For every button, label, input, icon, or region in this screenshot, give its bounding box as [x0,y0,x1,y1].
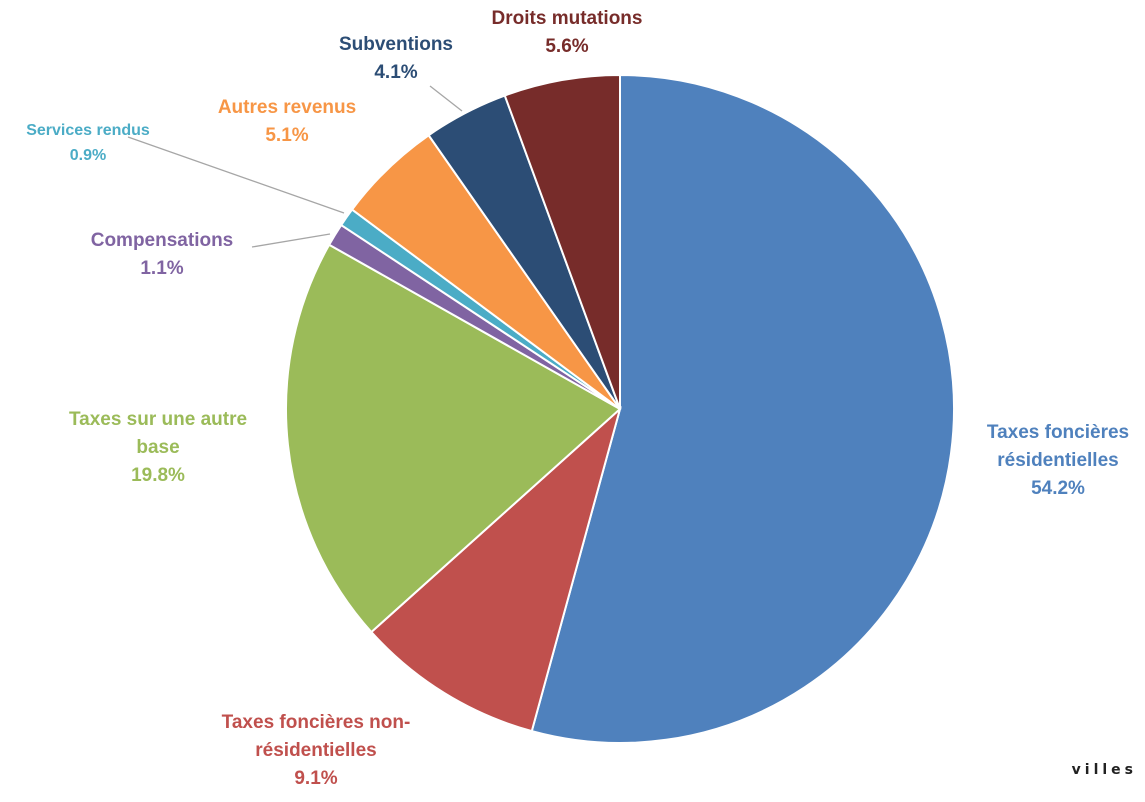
data-label-2: Taxes sur une autre base 19.8% [69,409,247,486]
data-label-value: 5.1% [265,125,308,146]
data-label-value: 54.2% [1031,478,1085,499]
data-label-6: Subventions 4.1% [339,34,453,83]
data-label-0: Taxes foncières résidentielles 54.2% [987,422,1129,499]
data-label-value: 19.8% [131,465,185,486]
pie-slice-1 [369,405,622,733]
data-label-value: 1.1% [140,258,183,279]
leader-line-6 [429,85,463,112]
data-label-name: Taxes sur une autre [69,409,247,430]
data-label-name: Subventions [339,34,453,55]
data-label-3: Compensations 1.1% [91,230,234,279]
pie-slice-2 [285,243,622,634]
data-label-name: résidentielles [255,740,376,761]
pie-slice-0 [530,73,955,744]
data-label-5: Autres revenus 5.1% [218,97,356,146]
data-label-value: 5.6% [545,36,588,57]
data-label-7: Droits mutations 5.6% [492,8,643,57]
data-label-name: Droits mutations [492,8,643,29]
data-label-name: Services rendus [26,122,150,139]
data-label-value: 0.9% [70,147,106,164]
leader-line-4 [127,136,345,214]
pie-slice-7 [503,73,621,410]
data-label-name: Taxes foncières [987,422,1129,443]
data-label-name: résidentielles [997,450,1118,471]
data-label-value: 9.1% [294,768,337,789]
leader-line-3 [251,233,331,248]
data-label-value: 4.1% [374,62,417,83]
data-label-4: Services rendus 0.9% [26,122,150,164]
watermark-logo-text: villes [1071,762,1137,778]
data-label-1: Taxes foncières non-résidentielles 9.1% [222,712,411,789]
data-label-name: base [136,437,179,458]
data-label-name: Autres revenus [218,97,356,118]
data-label-name: Compensations [91,230,234,251]
data-label-name: Taxes foncières non- [222,712,411,733]
